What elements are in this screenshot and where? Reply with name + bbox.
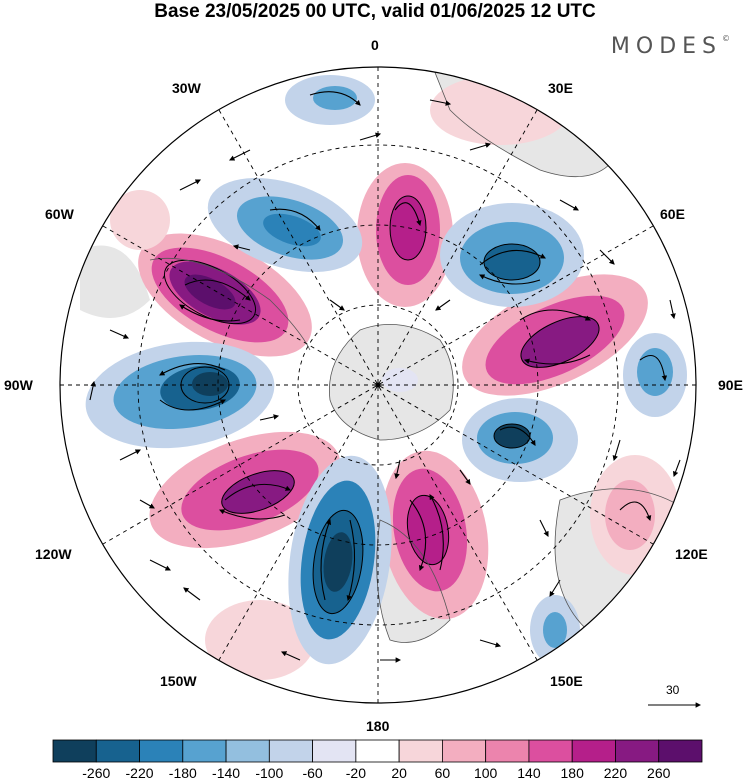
- lon-label-150w: 150W: [160, 673, 197, 689]
- map-title: Base 23/05/2025 00 UTC, valid 01/06/2025…: [154, 1, 596, 22]
- lon-label-90w: 90W: [4, 377, 33, 393]
- anomaly-contours: [163, 195, 600, 615]
- colorbar-tick-label: -180: [168, 765, 197, 781]
- colorbar-tick-label: 20: [391, 765, 407, 781]
- wind-vectors: [89, 91, 681, 663]
- lon-label-30e: 30E: [548, 80, 573, 96]
- lon-label-150e: 150E: [550, 673, 583, 689]
- map-boundary: [59, 66, 697, 704]
- colorbar-tick-label: 220: [603, 765, 628, 781]
- lon-label-30w: 30W: [172, 80, 201, 96]
- lon-label-180: 180: [366, 718, 390, 734]
- lon-label-60w: 60W: [45, 206, 74, 222]
- colorbar-tick-label: 100: [473, 765, 498, 781]
- colorbar-tick-label: -140: [212, 765, 241, 781]
- colorbar-tick-label: -20: [345, 765, 366, 781]
- colorbar-tick-label: -60: [302, 765, 323, 781]
- lon-label-120e: 120E: [675, 546, 708, 562]
- lon-label-120w: 120W: [35, 546, 72, 562]
- modes-logo: MODES©: [610, 33, 730, 59]
- colorbar-tick-label: 60: [434, 765, 451, 781]
- reference-vector-label: 30: [666, 683, 680, 697]
- lon-label-0: 0: [371, 37, 379, 53]
- colorbar-tick-label: 180: [560, 765, 584, 781]
- lon-label-60e: 60E: [660, 206, 685, 222]
- colorbar-tick-label: -100: [255, 765, 284, 781]
- lon-label-90e: 90E: [718, 377, 743, 393]
- colorbar-tick-label: -220: [125, 765, 154, 781]
- colorbar-tick-label: -260: [82, 765, 111, 781]
- graticule: [60, 67, 696, 703]
- colorbar-tick-label: 260: [647, 765, 671, 781]
- colorbar-tick-label: 140: [517, 765, 541, 781]
